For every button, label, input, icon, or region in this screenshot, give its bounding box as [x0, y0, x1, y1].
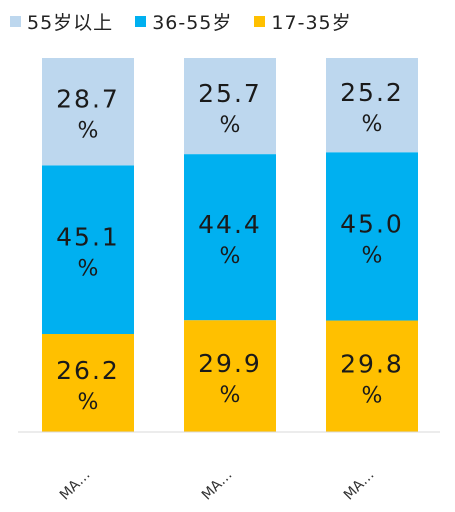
bar-segment-1-1 — [42, 334, 134, 432]
bar-segment-2-1 — [184, 320, 276, 432]
bar-segment-1-3 — [42, 58, 134, 166]
legend-label-36-55: 36-55岁 — [152, 11, 233, 34]
data-label-1-1: 26.2 — [56, 356, 120, 385]
bar-segment-2-2 — [184, 154, 276, 321]
data-label-1-2: 45.1 — [56, 223, 120, 252]
bar-segment-1-2 — [42, 165, 134, 335]
legend-item-55-plus: 55岁以上 — [10, 8, 113, 35]
data-label-unit-3-2: % — [362, 243, 383, 268]
legend-item-36-55: 36-55岁 — [135, 8, 232, 35]
data-label-unit-3-3: % — [362, 112, 383, 137]
data-label-unit-2-2: % — [220, 244, 241, 269]
data-label-unit-3-1: % — [362, 383, 383, 408]
legend-label-55-plus: 55岁以上 — [27, 11, 114, 34]
bar-segment-2-3 — [184, 58, 276, 155]
data-label-3-1: 29.8 — [340, 349, 404, 378]
data-label-3-2: 45.0 — [340, 209, 404, 238]
data-label-2-1: 29.9 — [198, 349, 262, 378]
data-label-2-3: 25.7 — [198, 79, 262, 108]
legend-swatch-55-plus — [10, 15, 21, 27]
legend-swatch-17-35 — [254, 15, 266, 27]
bar-segment-3-1 — [326, 320, 418, 432]
legend-label-17-35: 17-35岁 — [271, 11, 352, 34]
data-label-unit-2-1: % — [220, 383, 241, 408]
x-tick-label-2: MA… — [199, 467, 236, 504]
legend-item-17-35: 17-35岁 — [254, 8, 351, 35]
data-label-unit-1-1: % — [78, 390, 99, 415]
x-tick-label-3: MA… — [341, 467, 378, 504]
bar-segment-3-2 — [326, 152, 418, 321]
data-label-unit-2-3: % — [220, 113, 241, 138]
data-label-3-3: 25.2 — [340, 78, 404, 107]
bar-segment-3-3 — [326, 58, 418, 153]
data-label-1-3: 28.7 — [56, 85, 120, 114]
legend-swatch-36-55 — [135, 15, 147, 27]
data-label-2-2: 44.4 — [198, 210, 262, 239]
x-tick-label-1: MA… — [57, 467, 94, 504]
data-label-unit-1-3: % — [78, 119, 99, 144]
data-label-unit-1-2: % — [78, 257, 99, 282]
legend: 55岁以上 36-55岁 17-35岁 — [10, 8, 352, 34]
